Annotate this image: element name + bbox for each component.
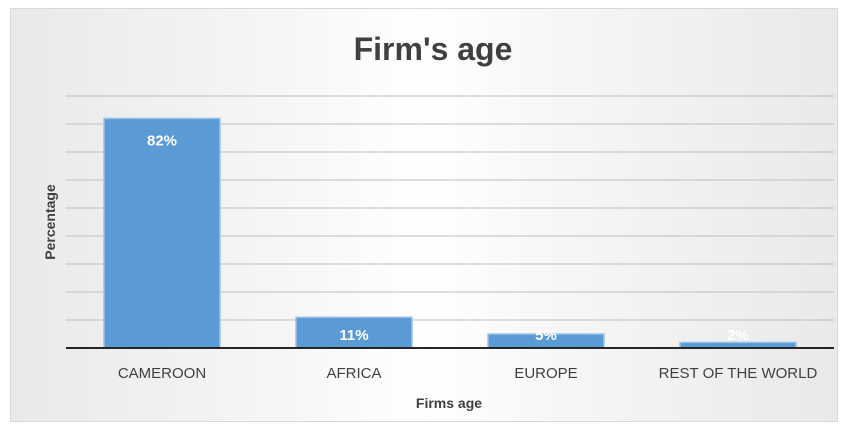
chart-title: Firm's age: [354, 31, 513, 67]
bar-cameroon: [103, 117, 221, 349]
x-tick-label: EUROPE: [514, 365, 577, 382]
x-tick-labels: CAMEROON AFRICA EUROPE REST OF THE WORLD: [118, 365, 818, 382]
x-axis-title: Firms age: [416, 395, 482, 411]
x-tick-label: AFRICA: [326, 365, 381, 382]
data-label: 11%: [339, 327, 368, 344]
data-labels: 82% 11% 5% 2%: [147, 132, 749, 344]
data-label: 82%: [147, 132, 177, 149]
bars: [103, 117, 797, 349]
x-tick-label: REST OF THE WORLD: [659, 365, 818, 382]
data-label: 5%: [535, 327, 557, 344]
y-axis-title: Percentage: [42, 184, 58, 260]
data-label: 2%: [727, 327, 749, 344]
x-tick-label: CAMEROON: [118, 365, 206, 382]
